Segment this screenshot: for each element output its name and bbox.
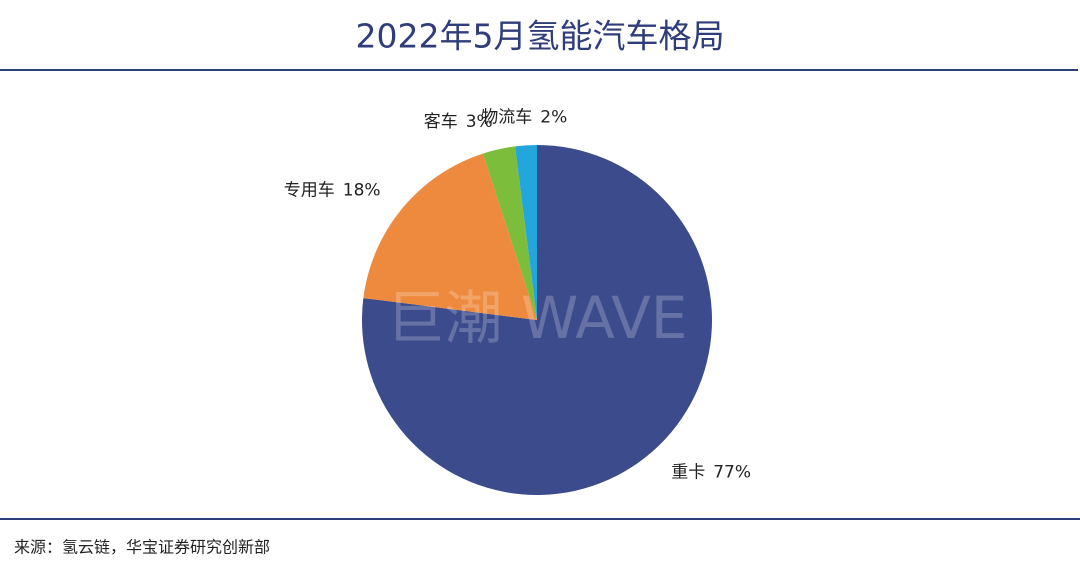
pie-slice bbox=[363, 153, 537, 320]
chart-title: 2022年5月氢能汽车格局 bbox=[356, 17, 725, 56]
label-value: 3% bbox=[466, 112, 493, 132]
label-category: 重卡 bbox=[671, 462, 705, 482]
data-label: 物流车 2% bbox=[481, 107, 567, 127]
label-value: 2% bbox=[540, 107, 567, 127]
data-label: 专用车 18% bbox=[284, 181, 381, 201]
label-value: 77% bbox=[713, 462, 751, 482]
watermark: 巨潮 WAVE bbox=[387, 284, 688, 352]
pie-slice bbox=[482, 146, 537, 320]
data-label: 客车 3% bbox=[424, 112, 493, 132]
data-label: 重卡 77% bbox=[671, 462, 751, 482]
pie bbox=[361, 145, 712, 495]
label-category: 物流车 bbox=[481, 107, 532, 127]
pie-slice bbox=[515, 145, 537, 320]
source-note: 来源：氢云链，华宝证券研究创新部 bbox=[14, 538, 270, 557]
label-category: 专用车 bbox=[284, 181, 335, 201]
label-category: 客车 bbox=[424, 112, 458, 132]
label-value: 18% bbox=[343, 181, 381, 201]
